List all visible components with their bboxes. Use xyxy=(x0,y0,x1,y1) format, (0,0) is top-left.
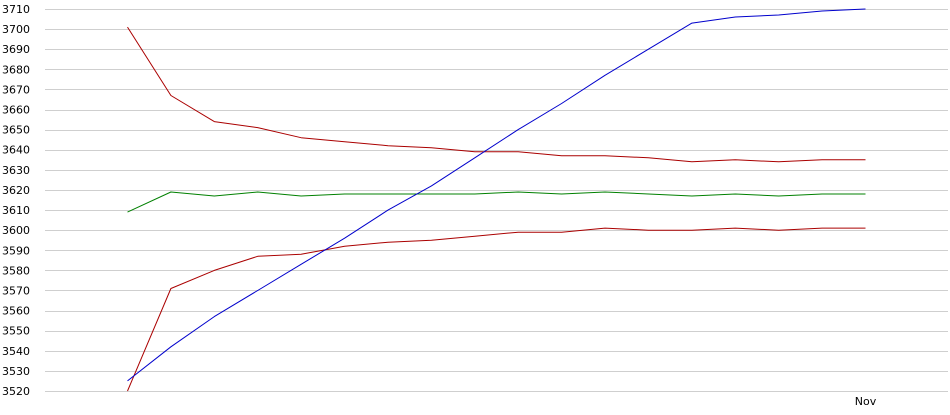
y-tick-label: 3520 xyxy=(2,385,30,398)
y-axis-tick-labels: 3520 3530 3540 3550 3560 3570 3580 3590 3600 3610… xyxy=(2,3,30,398)
y-tick-label: 3680 xyxy=(2,63,30,76)
series-line-4 xyxy=(127,8,866,382)
y-tick-label: 3540 xyxy=(2,345,30,358)
series-lines xyxy=(127,8,866,392)
y-tick-label: 3700 xyxy=(2,23,30,36)
y-tick-label: 3610 xyxy=(2,204,30,217)
gridlines xyxy=(45,9,948,392)
y-tick-label: 3660 xyxy=(2,104,30,117)
y-tick-label: 3580 xyxy=(2,264,30,277)
series-line-1 xyxy=(127,26,866,163)
y-tick-label: 3550 xyxy=(2,325,30,338)
y-tick-label: 3710 xyxy=(2,3,30,16)
y-tick-label: 3690 xyxy=(2,43,30,56)
y-tick-label: 3640 xyxy=(2,144,30,157)
y-tick-label: 3620 xyxy=(2,184,30,197)
y-tick-label: 3600 xyxy=(2,224,30,237)
series-line-3 xyxy=(127,227,866,392)
x-tick-label: Nov xyxy=(855,395,877,408)
y-tick-label: 3570 xyxy=(2,284,30,297)
y-tick-label: 3650 xyxy=(2,124,30,137)
y-tick-label: 3630 xyxy=(2,164,30,177)
y-tick-label: 3530 xyxy=(2,365,30,378)
y-tick-label: 3590 xyxy=(2,244,30,257)
y-tick-label: 3670 xyxy=(2,83,30,96)
x-axis-tick-labels: Nov xyxy=(855,395,877,408)
y-tick-label: 3560 xyxy=(2,305,30,318)
series-line-2 xyxy=(127,191,866,213)
